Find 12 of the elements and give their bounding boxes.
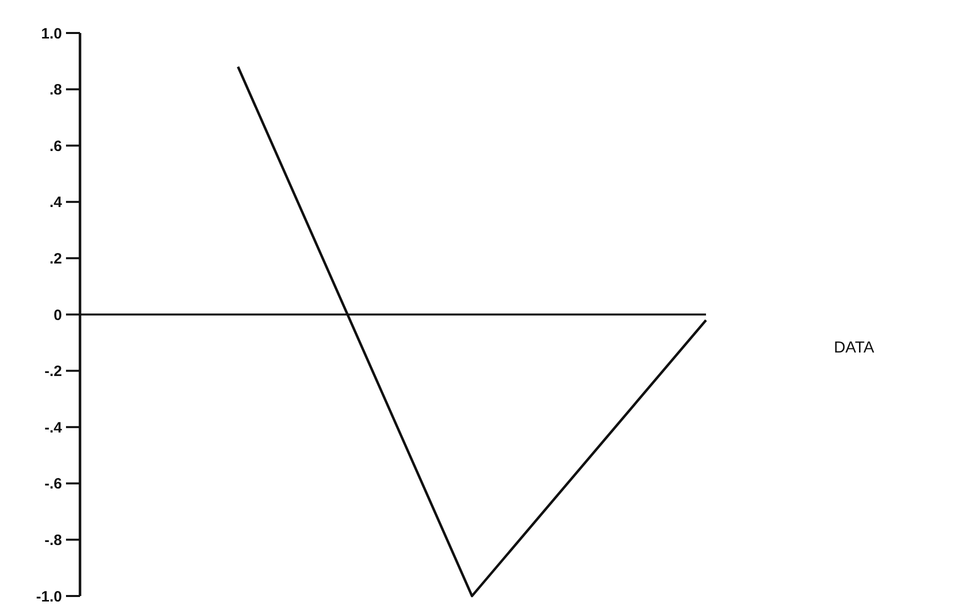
text: DATA bbox=[834, 340, 874, 356]
y-tick-label: .2 bbox=[49, 250, 62, 268]
y-tick-label: .8 bbox=[49, 82, 62, 99]
y-tick-label: -.6 bbox=[44, 476, 62, 493]
y-tick-label: .4 bbox=[49, 194, 63, 212]
y-tick-label: .6 bbox=[49, 138, 62, 155]
y-tick-label: -1.0 bbox=[36, 588, 62, 606]
y-tick-label: 1.0 bbox=[41, 25, 62, 42]
y-tick-label: -.8 bbox=[44, 532, 62, 549]
y-tick-label: 0 bbox=[54, 306, 62, 324]
y-tick-label: -.2 bbox=[44, 363, 62, 380]
y-tick-label: -.4 bbox=[44, 419, 63, 436]
